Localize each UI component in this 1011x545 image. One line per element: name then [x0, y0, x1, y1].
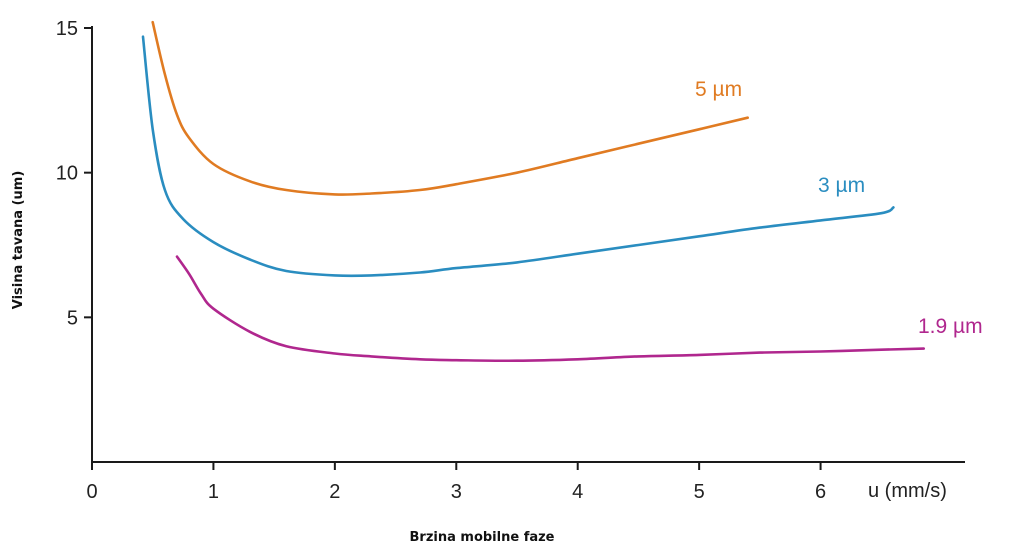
chart-series — [141, 20, 926, 363]
chart-axes: 0 1 2 3 4 5 6 5 10 15 — [56, 18, 965, 503]
y-tick-label: 15 — [56, 18, 78, 40]
series-line-2 — [141, 35, 895, 278]
series-label-2: 3 µm — [818, 174, 865, 197]
x-tick-label: 0 — [86, 481, 97, 503]
series-line-1 — [151, 20, 749, 196]
x-tick-label: 6 — [815, 481, 826, 503]
x-tick-label: 4 — [572, 481, 583, 503]
x-tick-label: 2 — [329, 481, 340, 503]
x-axis-title: u (mm/s) — [868, 480, 947, 502]
x-axis-subtitle: Brzina mobilne faze — [410, 530, 555, 545]
y-axis-title: Visina tavana (um) — [11, 171, 26, 310]
x-tick-label: 5 — [694, 481, 705, 503]
series-label-1: 5 µm — [695, 78, 742, 101]
x-tick-label: 1 — [208, 481, 219, 503]
y-tick-label: 5 — [67, 307, 78, 329]
chart-labels: u (mm/s) Brzina mobilne faze Visina tavana… — [11, 78, 983, 545]
series-label-3: 1.9 µm — [918, 315, 983, 338]
series-line-3 — [175, 255, 926, 363]
y-tick-label: 10 — [56, 163, 78, 185]
x-tick-label: 3 — [451, 481, 462, 503]
